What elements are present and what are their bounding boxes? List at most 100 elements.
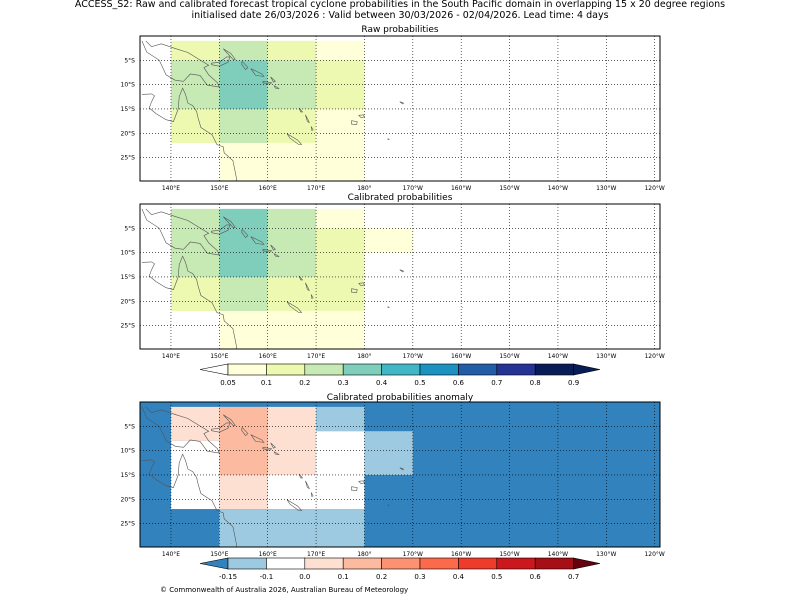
heatmap-cell [316,406,365,432]
colorbar-tick-label: 0.0 [299,573,310,581]
lat-tick-label: 5°S [124,57,135,64]
coastline [298,275,304,281]
colorbar-tick-label: 0.6 [453,379,465,387]
lat-tick-label: 20°S [121,298,136,305]
heatmap-cell [267,208,317,229]
colorbar-tick-label: 0.2 [299,379,310,387]
colorbar-segment [534,363,574,376]
coastline [250,434,265,443]
colorbar-tick-label: -0.1 [260,573,274,581]
lon-tick-label: 180° [357,353,371,360]
colorbar-segment [266,557,306,570]
coastline [141,453,238,547]
heatmap-cell [170,208,220,229]
heatmap-cell [316,40,365,61]
colorbar-over-extension [573,557,601,570]
colorbar-segment [304,363,344,376]
lon-tick-label: 140°W [548,185,568,192]
colorbar-tick-label: -0.15 [219,573,237,581]
lon-tick-label: 150°W [499,185,519,192]
colorbar-segment [458,557,498,570]
lat-tick-label: 5°S [124,423,135,430]
coastline [358,114,365,119]
lat-tick-label: 25°S [121,155,136,162]
coastline [387,138,390,140]
colorbar-segment [496,363,536,376]
heatmap-cell [316,108,365,144]
heatmap-cell [364,431,413,475]
lon-tick-label: 160°E [259,353,277,360]
colorbar-over-extension [573,363,601,376]
heatmap-cell [364,228,413,253]
lat-tick-label: 25°S [121,521,136,528]
colorbar-segment [381,363,421,376]
colorbar-segment [227,557,267,570]
coastline [305,114,310,124]
heatmap-cell [170,276,220,312]
coastline [351,288,358,293]
map-frame [139,203,661,350]
lat-tick-label: 25°S [121,323,136,330]
colorbar-segment [496,557,536,570]
heatmap-cell [316,431,365,510]
colorbar-tick-label: 0.3 [338,379,349,387]
coastline [141,87,238,181]
lon-tick-label: 170°E [307,185,325,192]
coastline [210,224,231,235]
lat-tick-label: 15°S [121,274,136,281]
coastline [241,229,249,239]
heatmap-cell [219,108,268,144]
lat-tick-label: 15°S [121,472,136,479]
colorbar-segment [458,363,498,376]
lon-tick-label: 180° [357,185,371,192]
lon-tick-label: 130°W [596,551,616,558]
lon-tick-label: 150°E [210,551,228,558]
lon-tick-label: 140°W [548,551,568,558]
coastline [310,492,314,497]
figure-title: ACCESS_S2: Raw and calibrated forecast t… [74,0,726,10]
coastline [399,269,405,273]
heatmap-cell [170,108,220,144]
heatmap-cell [219,311,365,349]
lon-tick-label: 170°E [307,353,325,360]
coastline [310,126,314,131]
coastline [358,282,365,287]
heatmap-cell [219,406,268,475]
heatmap-cell [267,108,317,144]
lat-tick-label: 10°S [121,250,136,257]
coastline [298,107,304,113]
colorbar-anomaly: -0.15 -0.1 0.0 0.1 0.2 0.3 0.4 0.5 0.6 0.7 [199,557,601,581]
coastline [305,282,310,292]
heatmap-cell [219,509,365,547]
coastline [262,81,273,85]
coastline [286,499,303,511]
coastline [270,244,276,251]
coastline [387,306,390,308]
colorbar-tick-label: 0.5 [414,379,425,387]
coastline [399,467,405,471]
coastline [222,48,236,61]
coastline [210,56,231,67]
coastline [351,120,358,125]
colorbar-segment [266,363,306,376]
lon-tick-label: 150°W [499,353,519,360]
lon-tick-label: 160°W [451,185,471,192]
panel-title-anomaly: Calibrated probabilities anomaly [327,393,474,403]
coastline [298,473,304,479]
lat-tick-label: 20°S [121,130,136,137]
colorbar-segment [419,557,459,570]
colorbar-tick-label: 0.6 [530,573,542,581]
coastline [273,253,280,257]
colorbar-segment [381,557,421,570]
copyright-footer: © Commonwealth of Australia 2026, Austra… [160,586,409,594]
coastline [210,422,231,433]
colorbar-tick-label: 0.1 [261,379,272,387]
lon-tick-label: 170°W [403,353,423,360]
lon-tick-label: 170°W [403,551,423,558]
colorbar-under-extension [199,557,229,570]
coastline [305,480,310,490]
coastline [241,61,249,71]
heatmap-cell [219,474,268,510]
coastline [270,76,276,83]
lat-tick-label: 10°S [121,82,136,89]
